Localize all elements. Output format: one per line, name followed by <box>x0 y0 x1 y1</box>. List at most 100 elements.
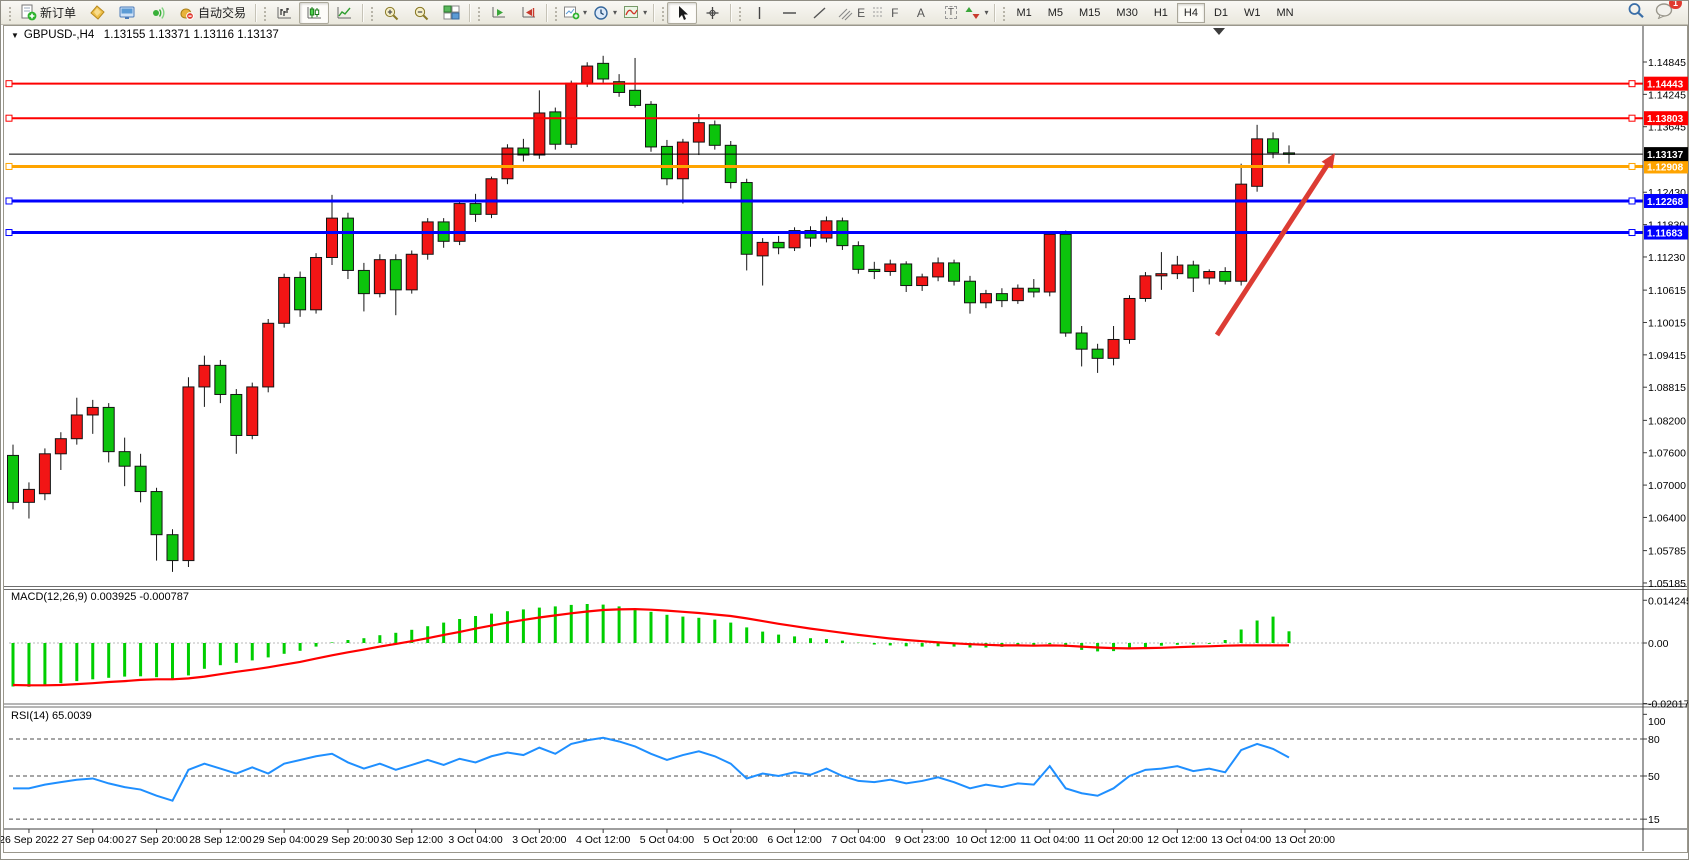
profiles-button[interactable]: ▾ <box>590 2 620 24</box>
candle-body[interactable] <box>1059 233 1072 334</box>
zoom-in-button[interactable] <box>376 2 406 24</box>
candle-body[interactable] <box>1091 348 1104 359</box>
timeframe-mn-button[interactable]: MN <box>1276 6 1294 19</box>
candle-body[interactable] <box>38 453 51 495</box>
candle-body[interactable] <box>246 386 259 436</box>
tile-windows-button[interactable] <box>436 2 466 24</box>
trendline-button[interactable] <box>804 2 834 24</box>
candle-body[interactable] <box>1219 271 1232 282</box>
candle-body[interactable] <box>485 178 498 215</box>
candle-body[interactable] <box>389 259 402 291</box>
candle-body[interactable] <box>868 268 881 273</box>
candle-body[interactable] <box>134 465 147 493</box>
candle-body[interactable] <box>740 182 753 255</box>
equidistant-channel-button[interactable]: E <box>834 2 868 24</box>
toolbar-drag-handle[interactable] <box>737 4 743 21</box>
notifications-button[interactable]: 1 <box>1655 1 1682 24</box>
toolbar-drag-handle[interactable] <box>660 4 666 21</box>
fibonacci-button[interactable]: F <box>868 2 901 24</box>
candle-body[interactable] <box>581 65 594 84</box>
candle-body[interactable] <box>772 241 785 249</box>
indicators-button[interactable]: ▾ <box>620 2 650 24</box>
candle-body[interactable] <box>995 293 1008 302</box>
candle-body[interactable] <box>1011 287 1024 302</box>
candle-body[interactable] <box>932 262 945 278</box>
candle-body[interactable] <box>1203 271 1216 279</box>
candle-body[interactable] <box>166 534 179 562</box>
candle-body[interactable] <box>645 103 657 148</box>
candle-body[interactable] <box>230 393 243 436</box>
candle-body[interactable] <box>198 364 211 388</box>
new-order-button[interactable]: 新订单 <box>14 2 82 24</box>
candle-body[interactable] <box>756 241 769 257</box>
candle-body[interactable] <box>1187 264 1200 279</box>
candle-body[interactable] <box>517 147 530 156</box>
toolbar-drag-handle[interactable] <box>369 4 375 21</box>
candle-body[interactable] <box>294 276 307 311</box>
candle-body[interactable] <box>1027 287 1040 293</box>
quotes-button[interactable] <box>82 2 112 24</box>
candle-body[interactable] <box>1075 332 1088 350</box>
bar-chart-button[interactable] <box>269 2 299 24</box>
candle-body[interactable] <box>676 141 689 180</box>
toolbar-drag-handle[interactable] <box>1001 4 1007 21</box>
signals-button[interactable] <box>142 2 172 24</box>
candle-body[interactable] <box>708 124 721 146</box>
chart-shift-button[interactable] <box>513 2 543 24</box>
line-handle[interactable] <box>5 114 13 122</box>
crosshair-button[interactable] <box>697 2 727 24</box>
candle-body[interactable] <box>804 230 817 239</box>
text-label-button[interactable]: T <box>931 2 961 24</box>
candle-body[interactable] <box>629 89 642 106</box>
autotrading-button[interactable]: 自动交易 <box>172 2 252 24</box>
toolbar-drag-handle[interactable] <box>7 4 12 21</box>
candle-body[interactable] <box>341 217 354 271</box>
timeframe-m5-button[interactable]: M5 <box>1047 6 1064 19</box>
candle-body[interactable] <box>1267 138 1280 154</box>
candle-body[interactable] <box>900 263 913 287</box>
candle-body[interactable] <box>102 406 115 453</box>
vertical-line-button[interactable] <box>744 2 774 24</box>
candle-body[interactable] <box>916 276 929 287</box>
candle-body[interactable] <box>86 406 99 416</box>
candle-body[interactable] <box>1123 297 1136 340</box>
toolbar-drag-handle[interactable] <box>553 4 559 21</box>
candle-body[interactable] <box>70 414 83 440</box>
chart-title-collapse-icon[interactable]: ▼ <box>11 30 19 40</box>
candle-body[interactable] <box>278 276 291 324</box>
line-handle[interactable] <box>5 80 13 88</box>
line-handle[interactable] <box>1628 114 1636 122</box>
timeframe-w1-button[interactable]: W1 <box>1244 6 1261 19</box>
candle-body[interactable] <box>373 259 386 295</box>
candle-body[interactable] <box>118 451 131 467</box>
timeframe-m15-button[interactable]: M15 <box>1079 6 1101 19</box>
candle-body[interactable] <box>613 81 626 93</box>
candle-body[interactable] <box>1107 338 1120 359</box>
candle-body[interactable] <box>565 82 578 145</box>
line-handle[interactable] <box>5 162 13 170</box>
candle-body[interactable] <box>979 293 992 304</box>
line-handle[interactable] <box>1628 162 1636 170</box>
candle-body[interactable] <box>964 280 976 304</box>
candle-body[interactable] <box>421 221 434 255</box>
chevron-down-icon[interactable]: ▾ <box>583 7 588 17</box>
candle-body[interactable] <box>1155 273 1168 277</box>
timeframe-d1-button[interactable]: D1 <box>1213 6 1229 19</box>
horizontal-line-button[interactable] <box>774 2 804 24</box>
toolbar-drag-handle[interactable] <box>476 4 482 21</box>
candle-body[interactable] <box>182 386 195 562</box>
candle-body[interactable] <box>405 253 418 291</box>
line-handle[interactable] <box>1628 80 1636 88</box>
candle-body[interactable] <box>549 111 562 145</box>
candle-body[interactable] <box>820 220 833 239</box>
candle-body[interactable] <box>453 203 466 242</box>
search-button[interactable] <box>1627 2 1645 24</box>
candle-body[interactable] <box>724 144 737 184</box>
chevron-down-icon[interactable]: ▾ <box>613 7 618 17</box>
new-chart-button[interactable]: ▾ <box>560 2 590 24</box>
zoom-out-button[interactable] <box>406 2 436 24</box>
candle-body[interactable] <box>310 256 323 311</box>
line-handle[interactable] <box>5 229 13 237</box>
candle-body[interactable] <box>533 112 546 156</box>
